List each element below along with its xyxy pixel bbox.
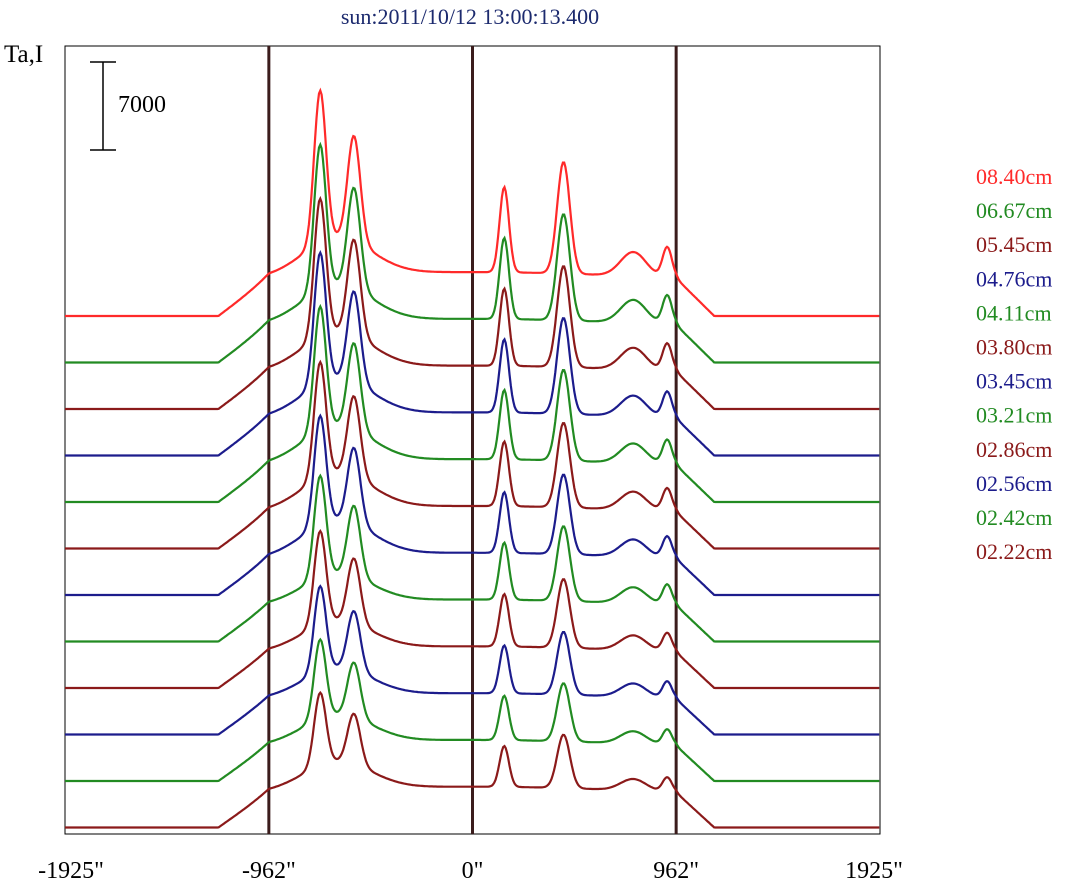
legend-entry: 02.86cm [976, 437, 1052, 462]
trace-03.21cm [65, 473, 880, 643]
trace-04.11cm [65, 303, 880, 504]
legend-entry: 03.80cm [976, 335, 1052, 360]
trace-05.45cm [65, 195, 880, 411]
traces [65, 87, 880, 829]
scale-bar: 7000 [90, 61, 166, 151]
legend-entry: 03.21cm [976, 403, 1052, 428]
legend-entry: 02.42cm [976, 505, 1052, 530]
legend-entry: 04.76cm [976, 266, 1052, 291]
legend-entry: 03.45cm [976, 369, 1052, 394]
vertical-markers [267, 46, 678, 834]
y-axis-label: Ta,I [4, 41, 43, 68]
x-tick-label: 0" [462, 858, 484, 884]
x-tick-label: 1925" [845, 858, 903, 884]
trace-04.76cm [65, 250, 880, 457]
scale-bar-label: 7000 [118, 92, 166, 118]
x-tick-label: -962" [242, 858, 296, 884]
trace-02.42cm [65, 637, 880, 783]
chart-title: sun:2011/10/12 13:00:13.400 [341, 4, 599, 29]
trace-03.80cm [65, 359, 880, 550]
legend-entry: 08.40cm [976, 164, 1052, 189]
trace-08.40cm [65, 87, 880, 318]
trace-03.45cm [65, 413, 880, 597]
trace-02.86cm [65, 529, 880, 690]
x-tick-label: -1925" [38, 858, 104, 884]
legend-entry: 02.56cm [976, 471, 1052, 496]
legend-entry: 05.45cm [976, 232, 1052, 257]
trace-02.22cm [65, 690, 880, 829]
legend-entry: 06.67cm [976, 198, 1052, 223]
legend-entry: 04.11cm [976, 300, 1052, 325]
trace-06.67cm [65, 141, 880, 364]
x-tick-labels: -1925" -962" 0" 962" 1925" [38, 858, 903, 884]
legend: 08.40cm 06.67cm 05.45cm 04.76cm 04.11cm 03.80… [976, 164, 1052, 564]
legend-entry: 02.22cm [976, 539, 1052, 564]
x-tick-label: 962" [653, 858, 699, 884]
trace-02.56cm [65, 584, 880, 736]
